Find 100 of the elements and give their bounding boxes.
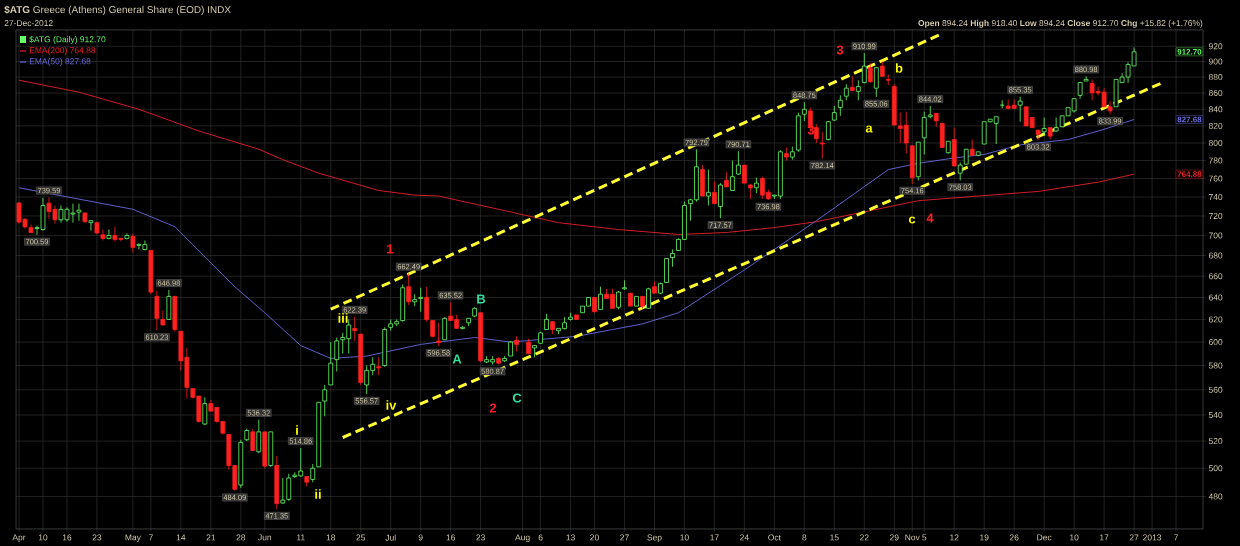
- x-tick-label: 24: [740, 534, 749, 541]
- candlestick: [622, 279, 627, 291]
- x-tick-label: 6: [538, 534, 543, 541]
- y-tick-label: 620: [1208, 316, 1223, 323]
- annotation: 1: [387, 244, 394, 254]
- annotation: C: [512, 393, 522, 403]
- y-tick-label: 520: [1208, 438, 1223, 445]
- x-tick-label: 26: [1009, 534, 1019, 541]
- x-tick-label: 9: [418, 534, 423, 541]
- x-tick-label: May: [125, 534, 141, 543]
- x-tick-label: 5: [922, 534, 927, 541]
- candlestick: [352, 316, 358, 342]
- x-tick-label: Aug: [515, 534, 530, 543]
- x-tick-label: 25: [356, 534, 366, 541]
- line-series: [18, 79, 1135, 235]
- y-tick-label: 760: [1208, 175, 1223, 182]
- candlestick: [783, 147, 789, 161]
- candlestick: [813, 123, 819, 144]
- candlestick: [748, 183, 753, 200]
- x-tick-label: 10: [680, 534, 689, 541]
- y-tick-label: 600: [1208, 339, 1223, 346]
- candlestick: [106, 229, 112, 240]
- x-tick-label: Jun: [258, 534, 272, 541]
- x-tick-label: 7: [148, 534, 153, 541]
- annotation: A: [452, 354, 462, 364]
- annotation: b: [895, 63, 903, 73]
- candlestick: [412, 293, 418, 307]
- x-tick-label: 2013: [1143, 534, 1162, 541]
- x-tick-label: 23: [92, 534, 102, 541]
- x-tick-label: 17: [710, 534, 719, 541]
- y-tick-label: 720: [1208, 212, 1223, 219]
- x-tick-label: Sep: [647, 534, 662, 543]
- annotation: a: [865, 125, 873, 133]
- candlestick: [873, 66, 879, 98]
- legend-label: EMA(50) 827.68: [29, 58, 91, 66]
- candlestick: [718, 182, 723, 219]
- x-tick-label: 18: [326, 534, 336, 541]
- candlestick: [250, 428, 256, 451]
- x-tick-label: 23: [476, 534, 485, 541]
- y-tick-label: 900: [1208, 58, 1223, 65]
- candlestick: [88, 219, 94, 231]
- candlestick: [442, 316, 448, 341]
- candlestick: [807, 107, 813, 134]
- x-tick-label: Oct: [768, 534, 781, 541]
- candlestick: [334, 337, 340, 372]
- candlestick: [730, 160, 735, 191]
- candlestick: [256, 419, 262, 454]
- candlestick: [837, 94, 843, 117]
- x-tick-label: 8: [802, 534, 807, 541]
- candlestick: [736, 150, 741, 176]
- annotation: ii: [315, 489, 321, 499]
- x-tick-label: 13: [566, 534, 575, 541]
- candlestick: [202, 396, 208, 426]
- x-tick-label: 7: [1174, 534, 1178, 541]
- x-tick-label: 27: [620, 534, 629, 541]
- candlestick: [867, 62, 873, 83]
- y-tick-label: 880: [1208, 74, 1223, 81]
- y-tick-label: 820: [1208, 122, 1223, 129]
- candlestick: [1053, 117, 1059, 133]
- legend-label: $ATG (Daily) 912.70: [29, 35, 106, 44]
- y-tick-label: 580: [1208, 362, 1223, 369]
- y-tick-label: 480: [1208, 493, 1223, 500]
- candlestick: [166, 289, 172, 320]
- annotation: 2: [489, 403, 497, 413]
- x-tick-label: 19: [980, 534, 989, 541]
- y-tick-label: 860: [1208, 89, 1223, 96]
- candlestick: [849, 75, 855, 92]
- candlestick: [160, 310, 166, 326]
- x-tick-label: 21: [206, 534, 216, 541]
- candlestick: [861, 52, 867, 84]
- candlestick: [801, 101, 807, 122]
- y-tick-label: 640: [1208, 294, 1223, 301]
- candlestick: [376, 356, 382, 376]
- x-tick-label: 10: [1070, 534, 1079, 541]
- y-tick-label: 700: [1208, 232, 1223, 239]
- candlestick: [310, 463, 316, 483]
- y-tick-label: 800: [1208, 140, 1223, 146]
- x-tick-label: Nov: [905, 534, 920, 541]
- x-tick-label: 17: [1100, 534, 1109, 541]
- y-tick-label: 780: [1208, 157, 1223, 164]
- annotation: 4: [926, 213, 934, 223]
- y-tick-label: 680: [1208, 252, 1223, 259]
- candlestick: [855, 79, 861, 101]
- x-tick-label: 28: [236, 534, 246, 541]
- legend-label: EMA(200) 764.88: [29, 47, 96, 55]
- x-tick-label: 29: [889, 534, 899, 541]
- x-tick-label: 10: [38, 534, 48, 541]
- x-tick-label: 16: [446, 534, 455, 541]
- candlestick: [322, 384, 328, 417]
- x-tick-label: 27: [1129, 534, 1139, 541]
- y-tick-label: 540: [1208, 412, 1223, 418]
- x-tick-label: 16: [62, 534, 72, 541]
- chart-subtitle: 27-Dec-2012: [4, 20, 53, 27]
- text: Open 894.24 High 918.40 Low 894.24 Close 912.70 Chg +15.82 (+1.76%): [918, 19, 1203, 28]
- x-tick-label: 12: [950, 534, 959, 541]
- x-tick-label: Dec: [1037, 534, 1052, 541]
- candlestick: [130, 233, 136, 253]
- candlestick: [406, 273, 412, 306]
- candlestick: [424, 286, 430, 323]
- x-tick-label: 14: [176, 534, 186, 541]
